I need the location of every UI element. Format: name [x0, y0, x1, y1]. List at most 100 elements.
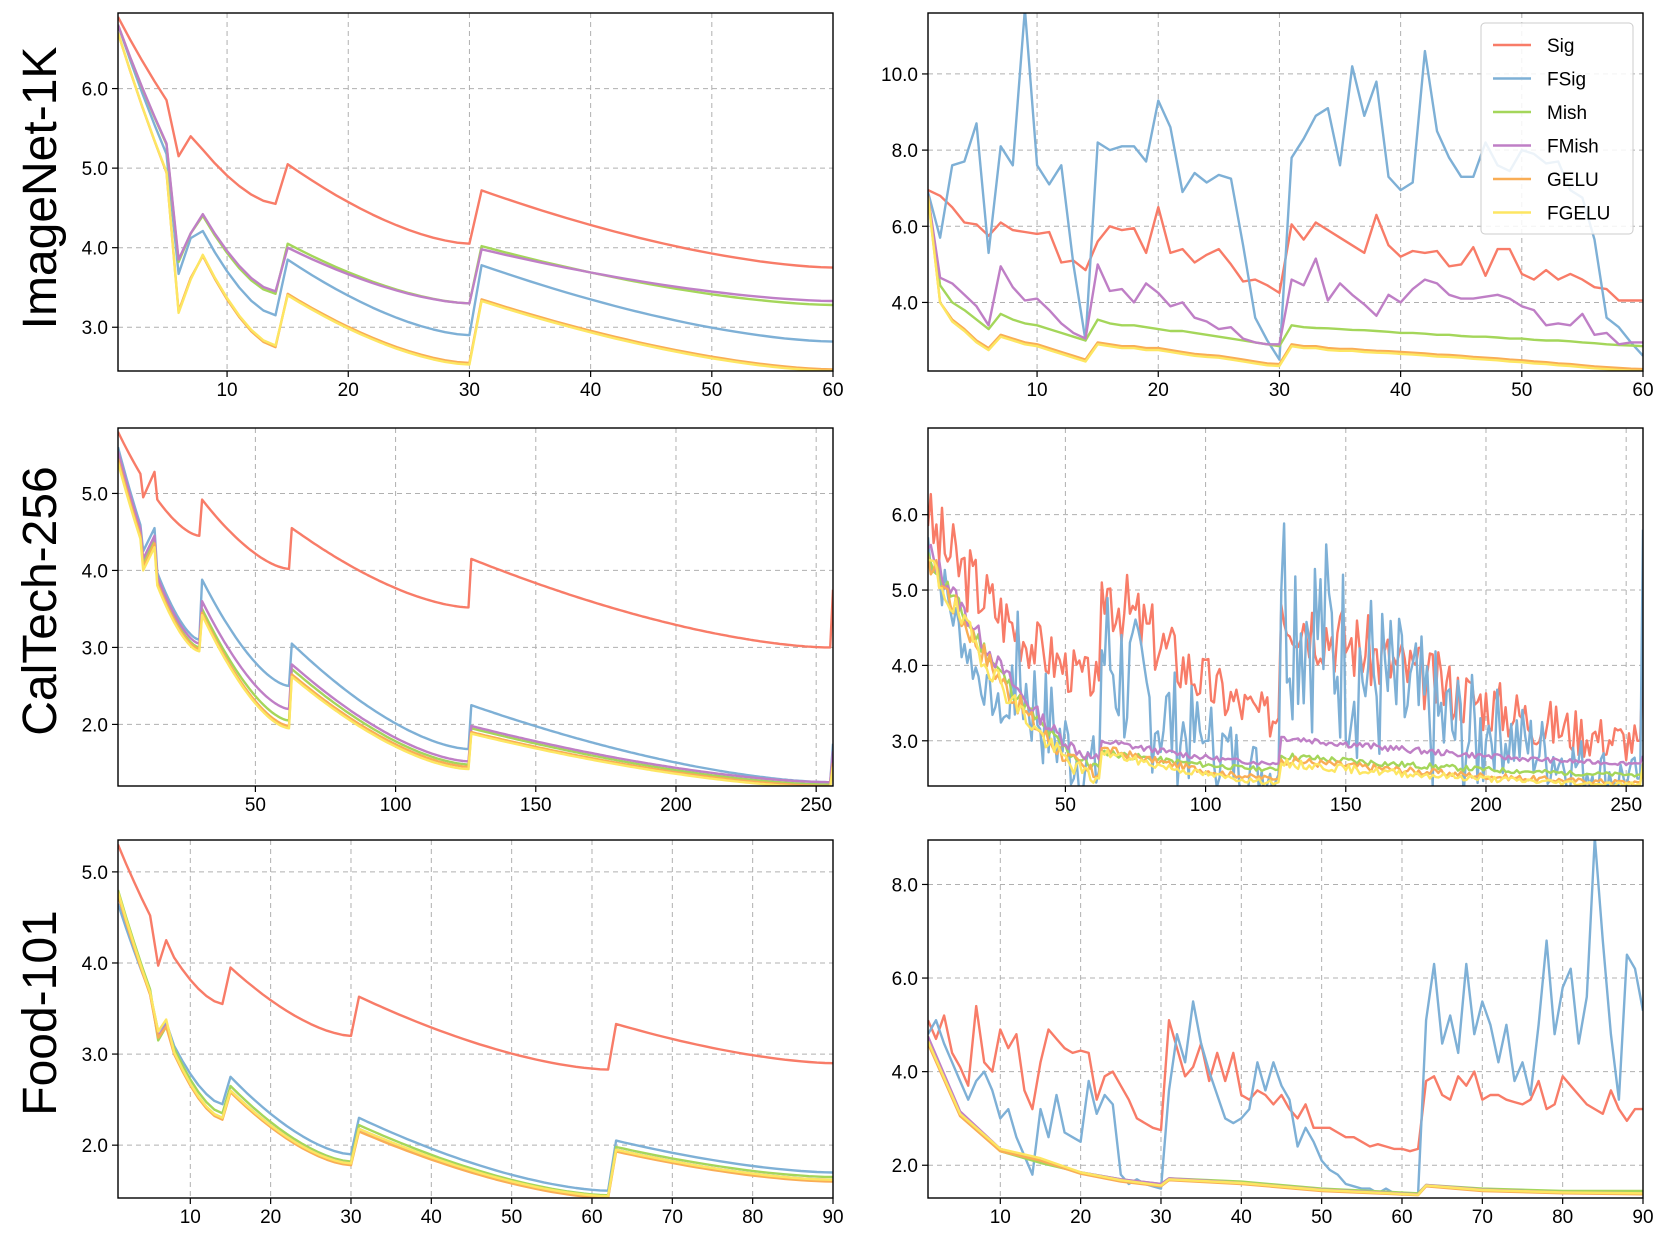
series-sig-caltech-train: [118, 431, 833, 649]
xtick-label-caltech-train-3: 200: [660, 795, 692, 816]
panel-imagenet-train: 10 20 30 40 50 60 3.0 4.0 5.0 6.0: [82, 12, 844, 401]
xtick-label-food-train-2: 30: [340, 1207, 361, 1228]
series-fmish-caltech-val: [928, 543, 1643, 767]
ytick-label-caltech-train-3: 5.0: [82, 484, 108, 505]
xtick-label-imagenet-train-4: 50: [701, 380, 722, 401]
panel-imagenet-val: 10 20 30 40 50 60 4.0 6.0 8.0 10.0 Sig FSig Mish FMis…: [881, 12, 1654, 401]
ytick-label-food-val-1: 4.0: [892, 1063, 918, 1084]
series-fgelu-imagenet-train: [118, 32, 833, 371]
legend-label-gelu: GELU: [1547, 170, 1599, 191]
series-mish-imagenet-val: [928, 195, 1643, 348]
xtick-label-imagenet-train-0: 10: [216, 380, 237, 401]
xtick-label-food-val-4: 50: [1311, 1207, 1332, 1228]
series-fsig-food-train: [118, 903, 833, 1192]
series-gelu-food-val: [928, 1043, 1643, 1197]
xtick-label-imagenet-val-4: 50: [1511, 380, 1532, 401]
legend-label-fsig: FSig: [1547, 70, 1586, 91]
xtick-label-food-val-8: 90: [1632, 1207, 1653, 1228]
ytick-label-food-val-3: 8.0: [892, 875, 918, 896]
legend-box: [1480, 22, 1634, 235]
series-sig-imagenet-train: [118, 16, 833, 269]
xtick-label-food-train-3: 40: [421, 1207, 442, 1228]
xtick-label-food-val-7: 80: [1552, 1207, 1573, 1228]
series-gelu-caltech-train: [118, 458, 833, 786]
series-fmish-food-train: [118, 894, 833, 1198]
xtick-label-caltech-val-4: 250: [1610, 795, 1642, 816]
ytick-label-imagenet-train-3: 6.0: [82, 80, 108, 101]
ytick-label-caltech-val-3: 6.0: [892, 506, 918, 527]
series-fsig-imagenet-train: [118, 24, 833, 343]
ytick-label-food-train-3: 5.0: [82, 863, 108, 884]
panel-caltech-train: 50 100 150 200 250 2.0 3.0 4.0 5.0: [82, 427, 834, 816]
ytick-label-food-train-0: 2.0: [82, 1136, 108, 1157]
series-gelu-food-train: [118, 894, 833, 1198]
series-mish-caltech-val: [928, 552, 1643, 778]
xtick-label-caltech-val-1: 100: [1190, 795, 1222, 816]
axes-frame-caltech-val: [927, 427, 1644, 787]
xtick-label-food-val-1: 20: [1070, 1207, 1091, 1228]
xtick-label-food-train-0: 10: [180, 1207, 201, 1228]
series-fgelu-imagenet-val: [928, 197, 1643, 371]
legend-label-fmish: FMish: [1547, 137, 1599, 158]
ytick-label-food-train-2: 4.0: [82, 954, 108, 975]
ytick-label-imagenet-train-0: 3.0: [82, 318, 108, 339]
series-gelu-imagenet-train: [118, 32, 833, 371]
ytick-label-imagenet-val-2: 8.0: [892, 141, 918, 162]
xtick-label-caltech-val-0: 50: [1055, 795, 1076, 816]
xtick-label-food-train-5: 60: [581, 1207, 602, 1228]
series-mish-food-train: [118, 889, 833, 1197]
row-label-caltech: CalTech-256: [14, 466, 67, 735]
legend-label-sig: Sig: [1547, 36, 1574, 57]
xtick-label-food-train-8: 90: [822, 1207, 843, 1228]
xtick-label-imagenet-val-5: 60: [1632, 380, 1653, 401]
series-sig-food-val: [928, 1004, 1643, 1153]
ytick-label-caltech-train-0: 2.0: [82, 715, 108, 736]
ytick-label-imagenet-train-1: 4.0: [82, 239, 108, 260]
ytick-label-food-train-1: 3.0: [82, 1045, 108, 1066]
series-sig-food-train: [118, 844, 833, 1071]
series-fmish-imagenet-train: [118, 24, 833, 305]
xtick-label-imagenet-train-2: 30: [459, 380, 480, 401]
panel-food-val: 10 20 30 40 50 60 70 80 90 2.0 4.0 6.0 8.0: [892, 839, 1654, 1228]
xtick-label-imagenet-val-0: 10: [1026, 380, 1047, 401]
xtick-label-caltech-train-1: 100: [380, 795, 412, 816]
axes-frame-imagenet-train: [117, 12, 834, 372]
xtick-label-caltech-val-3: 200: [1470, 795, 1502, 816]
ytick-label-food-val-2: 6.0: [892, 969, 918, 990]
series-fgelu-caltech-val: [928, 558, 1643, 786]
panel-food-train: 10 20 30 40 50 60 70 80 90 2.0 3.0 4.0 5.0: [82, 839, 844, 1228]
xtick-label-food-train-1: 20: [260, 1207, 281, 1228]
xtick-label-food-val-0: 10: [990, 1207, 1011, 1228]
row-label-food: Food-101: [14, 910, 67, 1115]
xtick-label-imagenet-train-3: 40: [580, 380, 601, 401]
xtick-label-food-train-4: 50: [501, 1207, 522, 1228]
legend-label-mish: Mish: [1547, 103, 1587, 124]
series-fgelu-caltech-train: [118, 462, 833, 786]
ytick-label-caltech-val-0: 3.0: [892, 732, 918, 753]
xtick-label-caltech-train-0: 50: [245, 795, 266, 816]
xtick-label-caltech-train-4: 250: [800, 795, 832, 816]
xtick-label-food-val-2: 30: [1150, 1207, 1171, 1228]
xtick-label-imagenet-train-1: 20: [338, 380, 359, 401]
legend: Sig FSig Mish FMish GELU FGELU: [1480, 22, 1634, 235]
series-mish-imagenet-train: [118, 24, 833, 307]
series-fgelu-food-train: [118, 891, 833, 1198]
series-fsig-food-val: [928, 840, 1643, 1195]
ytick-label-imagenet-train-2: 5.0: [82, 159, 108, 180]
xtick-label-imagenet-val-1: 20: [1148, 380, 1169, 401]
series-fgelu-food-val: [928, 1040, 1643, 1196]
legend-label-fgelu: FGELU: [1547, 204, 1610, 225]
axes-frame-imagenet-val: [927, 12, 1644, 372]
series-fmish-food-val: [928, 1036, 1643, 1196]
row-label-imagenet: ImageNet-1K: [14, 47, 67, 330]
xtick-label-caltech-val-2: 150: [1330, 795, 1362, 816]
panel-caltech-val: 50 100 150 200 250 3.0 4.0 5.0 6.0: [892, 427, 1644, 816]
xtick-label-food-val-3: 40: [1231, 1207, 1252, 1228]
series-mish-caltech-train: [118, 454, 833, 786]
series-fsig-caltech-train: [118, 446, 833, 784]
xtick-label-food-val-6: 70: [1472, 1207, 1493, 1228]
xtick-label-imagenet-train-5: 60: [822, 380, 843, 401]
xtick-label-food-train-7: 80: [742, 1207, 763, 1228]
series-fsig-caltech-val: [928, 522, 1643, 786]
